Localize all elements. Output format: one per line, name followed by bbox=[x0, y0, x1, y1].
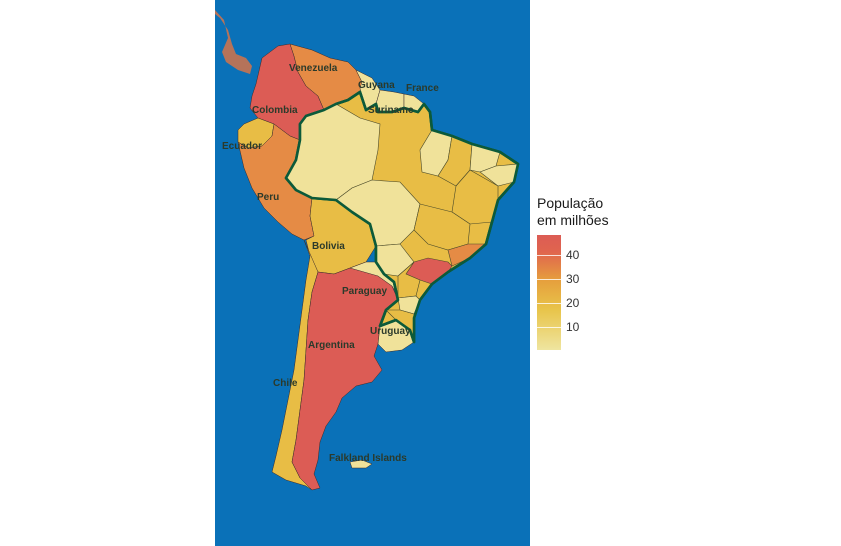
label-colombia: Colombia bbox=[252, 105, 298, 116]
label-uruguay: Uruguay bbox=[370, 326, 411, 337]
legend-tick-label: 10 bbox=[566, 320, 580, 334]
label-paraguay: Paraguay bbox=[342, 286, 387, 297]
label-ecuador: Ecuador bbox=[222, 141, 262, 152]
legend-title: População em milhões bbox=[537, 195, 609, 229]
label-peru: Peru bbox=[257, 192, 279, 203]
legend-color-bar bbox=[537, 235, 561, 350]
label-falkland-islands: Falkland Islands bbox=[329, 453, 407, 464]
legend-tick-mark bbox=[537, 279, 561, 280]
falkland-islands-region bbox=[349, 459, 373, 469]
legend-title-line1: População bbox=[537, 195, 604, 211]
label-guyana: Guyana bbox=[358, 80, 395, 91]
legend-tick-mark bbox=[537, 255, 561, 256]
legend-tick-label: 30 bbox=[566, 272, 580, 286]
legend-tick-mark bbox=[537, 303, 561, 304]
label-france: France bbox=[406, 83, 439, 94]
label-argentina: Argentina bbox=[308, 340, 355, 351]
brazil-region bbox=[284, 90, 520, 344]
label-suriname: Suriname bbox=[368, 105, 414, 116]
label-bolivia: Bolivia bbox=[312, 241, 345, 252]
legend-title-line2: em milhões bbox=[537, 212, 609, 228]
legend-tick-mark bbox=[537, 327, 561, 328]
label-venezuela: Venezuela bbox=[289, 63, 338, 74]
label-chile: Chile bbox=[273, 378, 298, 389]
central-america-region bbox=[215, 10, 252, 74]
legend-tick-label: 40 bbox=[566, 248, 580, 262]
legend-tick-label: 20 bbox=[566, 296, 580, 310]
